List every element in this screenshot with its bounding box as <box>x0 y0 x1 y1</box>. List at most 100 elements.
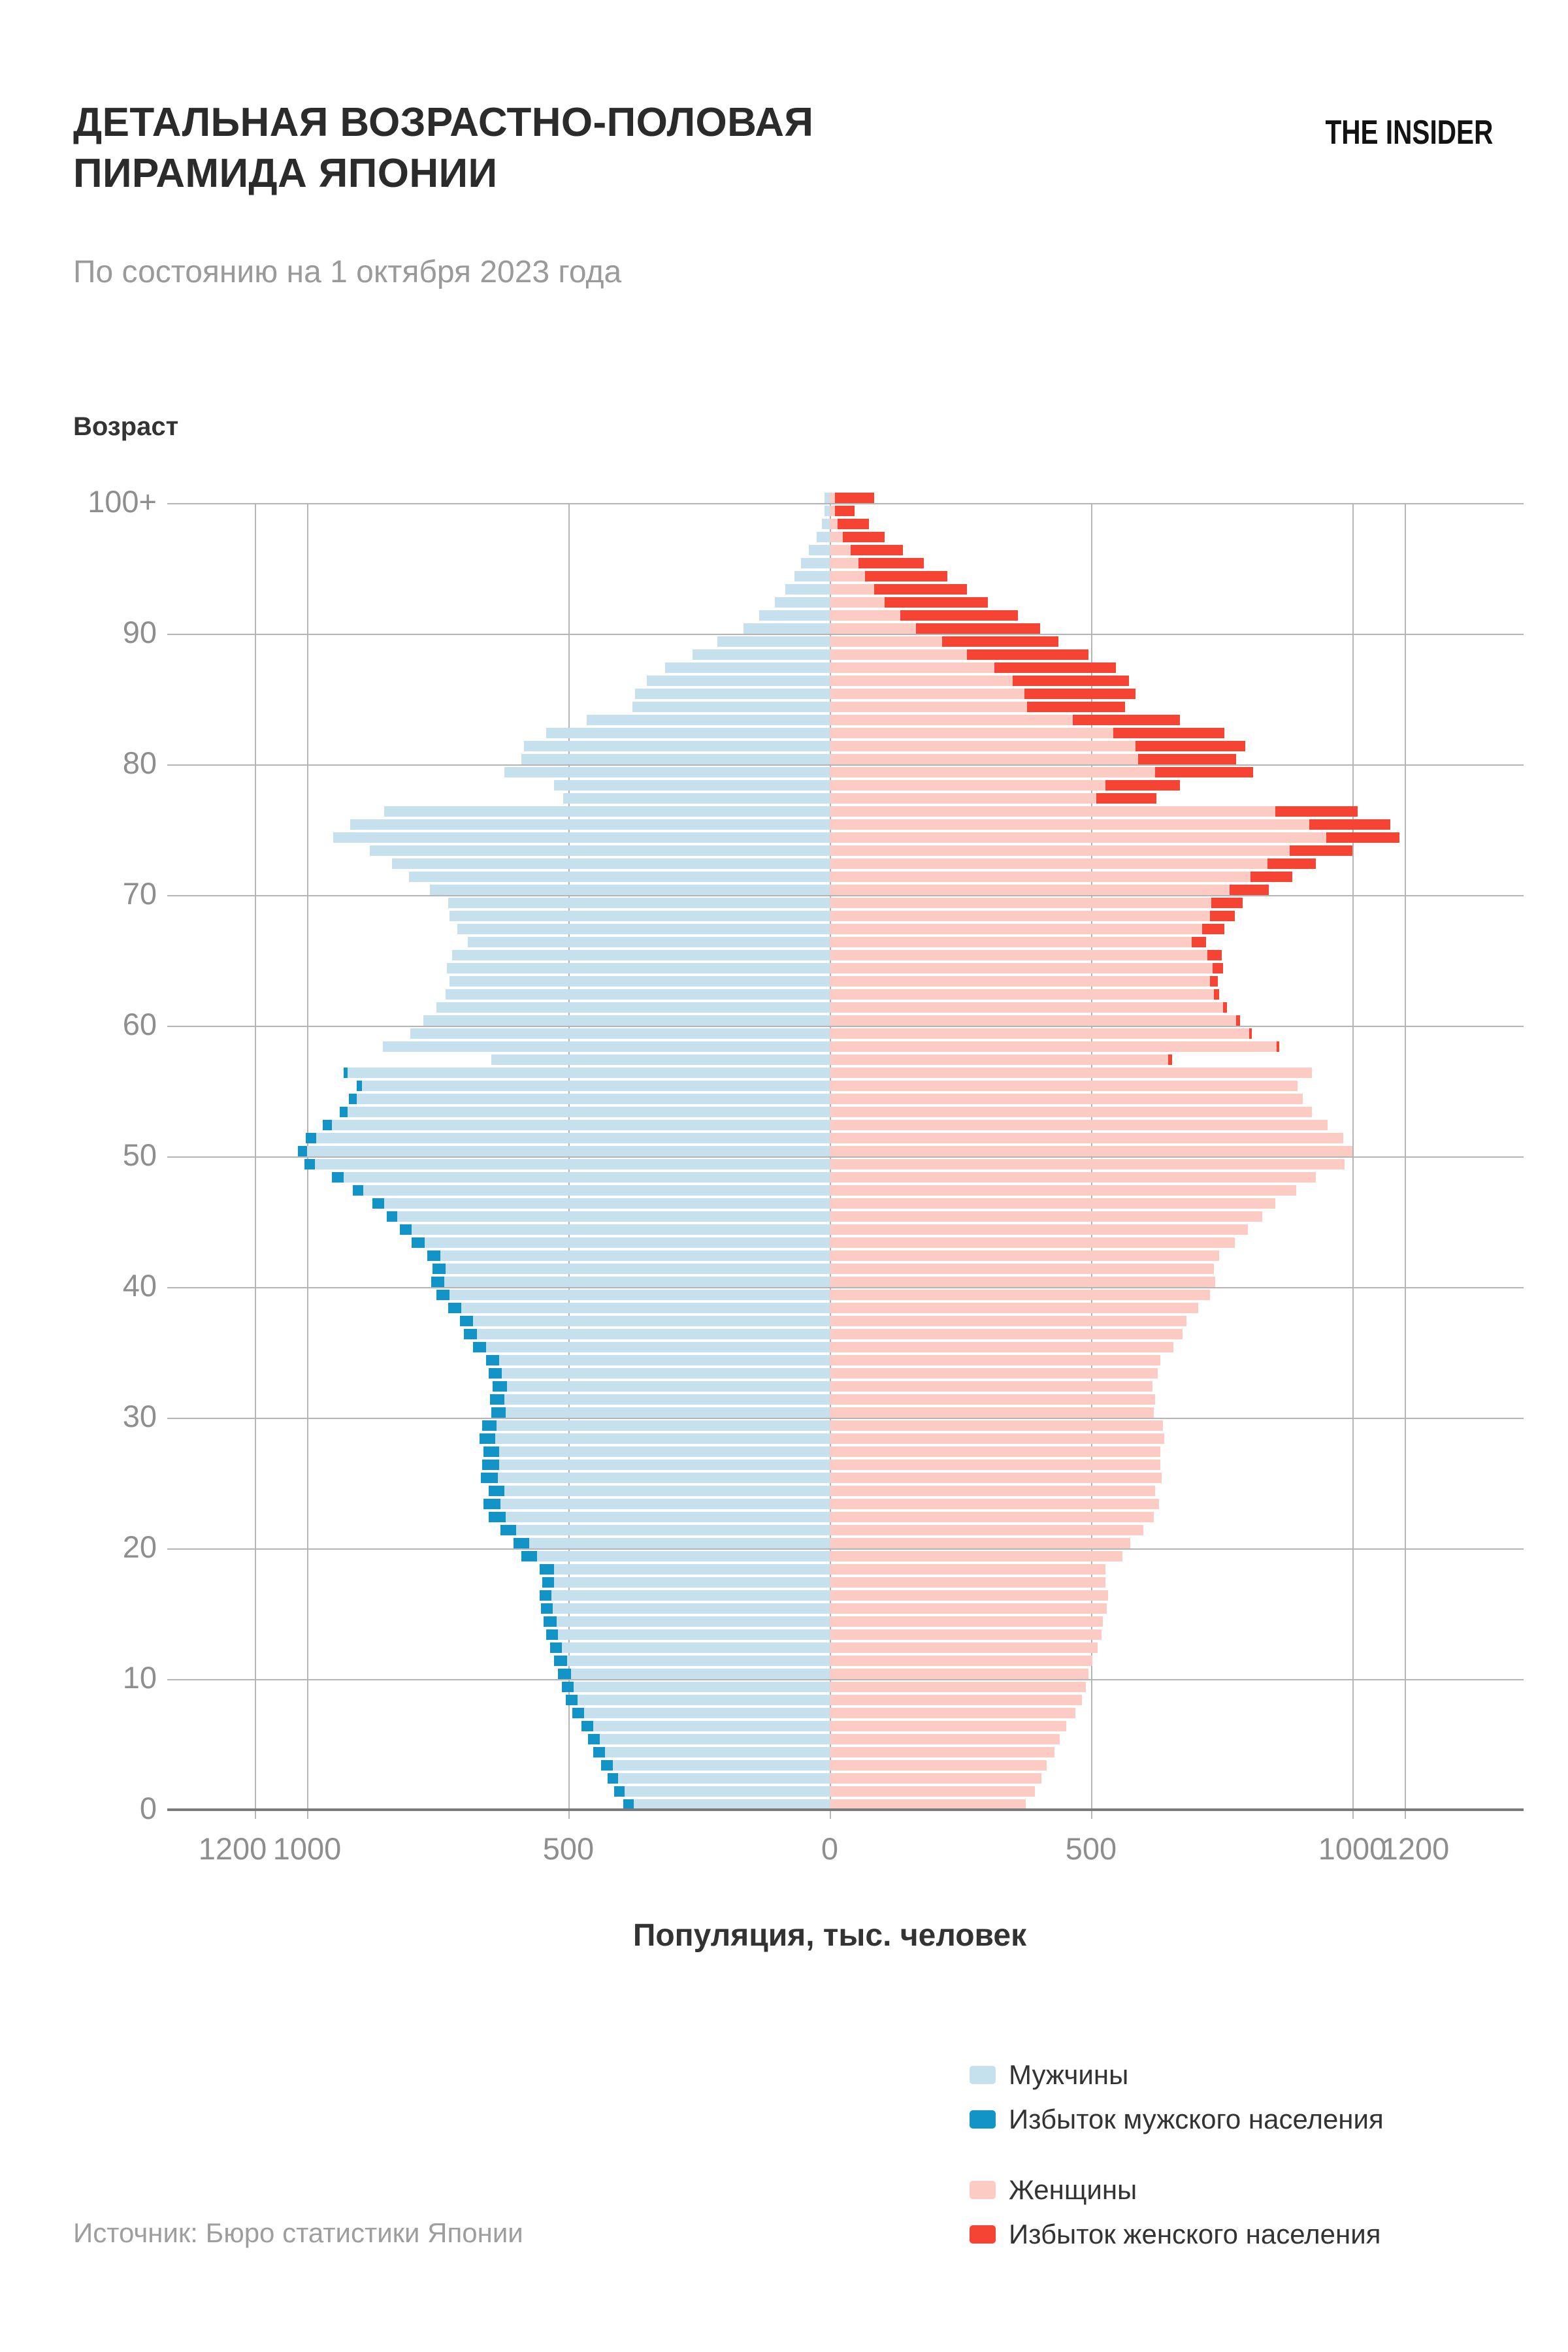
female-excess-bar <box>1250 871 1292 882</box>
female-bar <box>830 1041 1279 1052</box>
male-bar <box>717 636 830 647</box>
male-excess-bar <box>412 1237 425 1248</box>
male-bar <box>546 727 830 738</box>
y-tick-label: 70 <box>122 877 157 911</box>
male-bar <box>647 675 830 686</box>
male-bar <box>775 596 830 608</box>
male-bar <box>493 1380 830 1392</box>
male-excess-bar <box>613 1786 625 1797</box>
male-excess-bar <box>436 1289 450 1300</box>
female-excess-bar <box>1230 884 1269 895</box>
female-bar <box>830 1563 1106 1575</box>
female-bar <box>830 1341 1173 1352</box>
male-bar <box>353 1184 830 1196</box>
legend-label-males: Мужчины <box>1009 2061 1129 2091</box>
female-excess-bar <box>966 649 1088 660</box>
y-tick-label: 80 <box>122 746 157 780</box>
female-excess-bar <box>941 636 1059 647</box>
male-excess-bar <box>587 1733 600 1744</box>
male-excess-bar <box>500 1524 517 1535</box>
male-bar <box>500 1524 830 1535</box>
female-bar <box>830 1015 1241 1026</box>
male-bar <box>483 1446 830 1457</box>
female-bar <box>830 1067 1312 1078</box>
female-bar <box>830 949 1222 960</box>
female-bar <box>830 1354 1160 1365</box>
female-excess-bar <box>1211 897 1243 908</box>
male-excess-bar <box>554 1655 567 1666</box>
female-bar <box>830 1746 1054 1757</box>
female-bar <box>830 1328 1183 1339</box>
male-bar <box>409 871 830 882</box>
female-bar <box>830 1576 1105 1588</box>
male-excess-bar <box>480 1433 496 1444</box>
female-bar <box>830 1119 1328 1130</box>
decade-gridline <box>167 502 1524 504</box>
female-bar <box>830 792 1157 804</box>
female-excess-bar <box>858 557 924 568</box>
female-bar <box>830 910 1235 921</box>
male-bar <box>468 936 830 947</box>
male-bar <box>553 779 830 791</box>
male-bar <box>449 975 830 987</box>
male-bar <box>449 910 830 921</box>
female-bar <box>830 1132 1343 1143</box>
x-tick-label: 0 <box>821 1832 839 1866</box>
male-bar <box>480 1433 830 1444</box>
male-bar <box>566 1694 830 1705</box>
male-bar <box>785 583 830 595</box>
female-bar <box>830 897 1243 908</box>
male-excess-bar <box>482 1459 499 1470</box>
male-excess-bar <box>344 1067 348 1078</box>
male-excess-bar <box>572 1707 585 1718</box>
female-bar <box>830 1590 1108 1601</box>
male-bar <box>693 649 830 660</box>
female-bar <box>830 1367 1158 1379</box>
female-excess-bar <box>1209 910 1235 921</box>
male-excess-bar <box>540 1603 553 1614</box>
female-bar <box>830 1237 1235 1248</box>
female-bar <box>830 1315 1187 1326</box>
male-excess-bar <box>464 1328 478 1339</box>
x-tick-label: 1200 <box>1380 1832 1450 1866</box>
male-bar <box>457 923 830 934</box>
female-excess-bar <box>1309 819 1390 830</box>
male-excess-bar <box>521 1550 537 1561</box>
decade-gridline <box>167 1025 1524 1026</box>
decade-gridline <box>167 1417 1524 1418</box>
male-excess-bar <box>339 1106 348 1117</box>
legend-label-female-excess: Избыток женского населения <box>1009 2220 1381 2250</box>
female-bar <box>830 1276 1215 1287</box>
male-bar <box>452 949 830 960</box>
female-excess-bar <box>1024 688 1136 699</box>
male-bar <box>632 701 830 712</box>
y-tick-label: 100+ <box>88 485 157 519</box>
male-excess-bar <box>539 1563 554 1575</box>
decade-gridline <box>167 894 1524 896</box>
female-bar <box>830 962 1224 973</box>
male-bar <box>481 1472 830 1483</box>
male-bar <box>488 1367 830 1379</box>
male-excess-bar <box>542 1576 555 1588</box>
female-bar <box>830 1028 1252 1039</box>
y-tick-label: 10 <box>122 1661 157 1695</box>
x-tick-label: 1200 <box>198 1832 267 1866</box>
y-tick-label: 0 <box>139 1791 157 1825</box>
female-excess-bar <box>1210 975 1218 987</box>
male-bar <box>339 1106 830 1117</box>
y-tick-label: 20 <box>122 1530 157 1564</box>
female-excess-bar <box>1013 675 1130 686</box>
male-bar <box>472 1341 830 1352</box>
male-bar <box>539 1590 830 1601</box>
female-bar <box>830 1106 1312 1117</box>
female-bar <box>830 1629 1102 1640</box>
male-excess-bar <box>306 1132 317 1143</box>
male-excess-bar <box>386 1211 397 1222</box>
male-excess-bar <box>488 1367 502 1379</box>
male-bar <box>304 1158 830 1169</box>
male-bar <box>544 1616 830 1627</box>
female-excess-bar <box>1290 845 1352 856</box>
female-bar <box>830 1211 1263 1222</box>
female-excess-bar <box>916 623 1041 634</box>
decade-gridline <box>167 1156 1524 1157</box>
